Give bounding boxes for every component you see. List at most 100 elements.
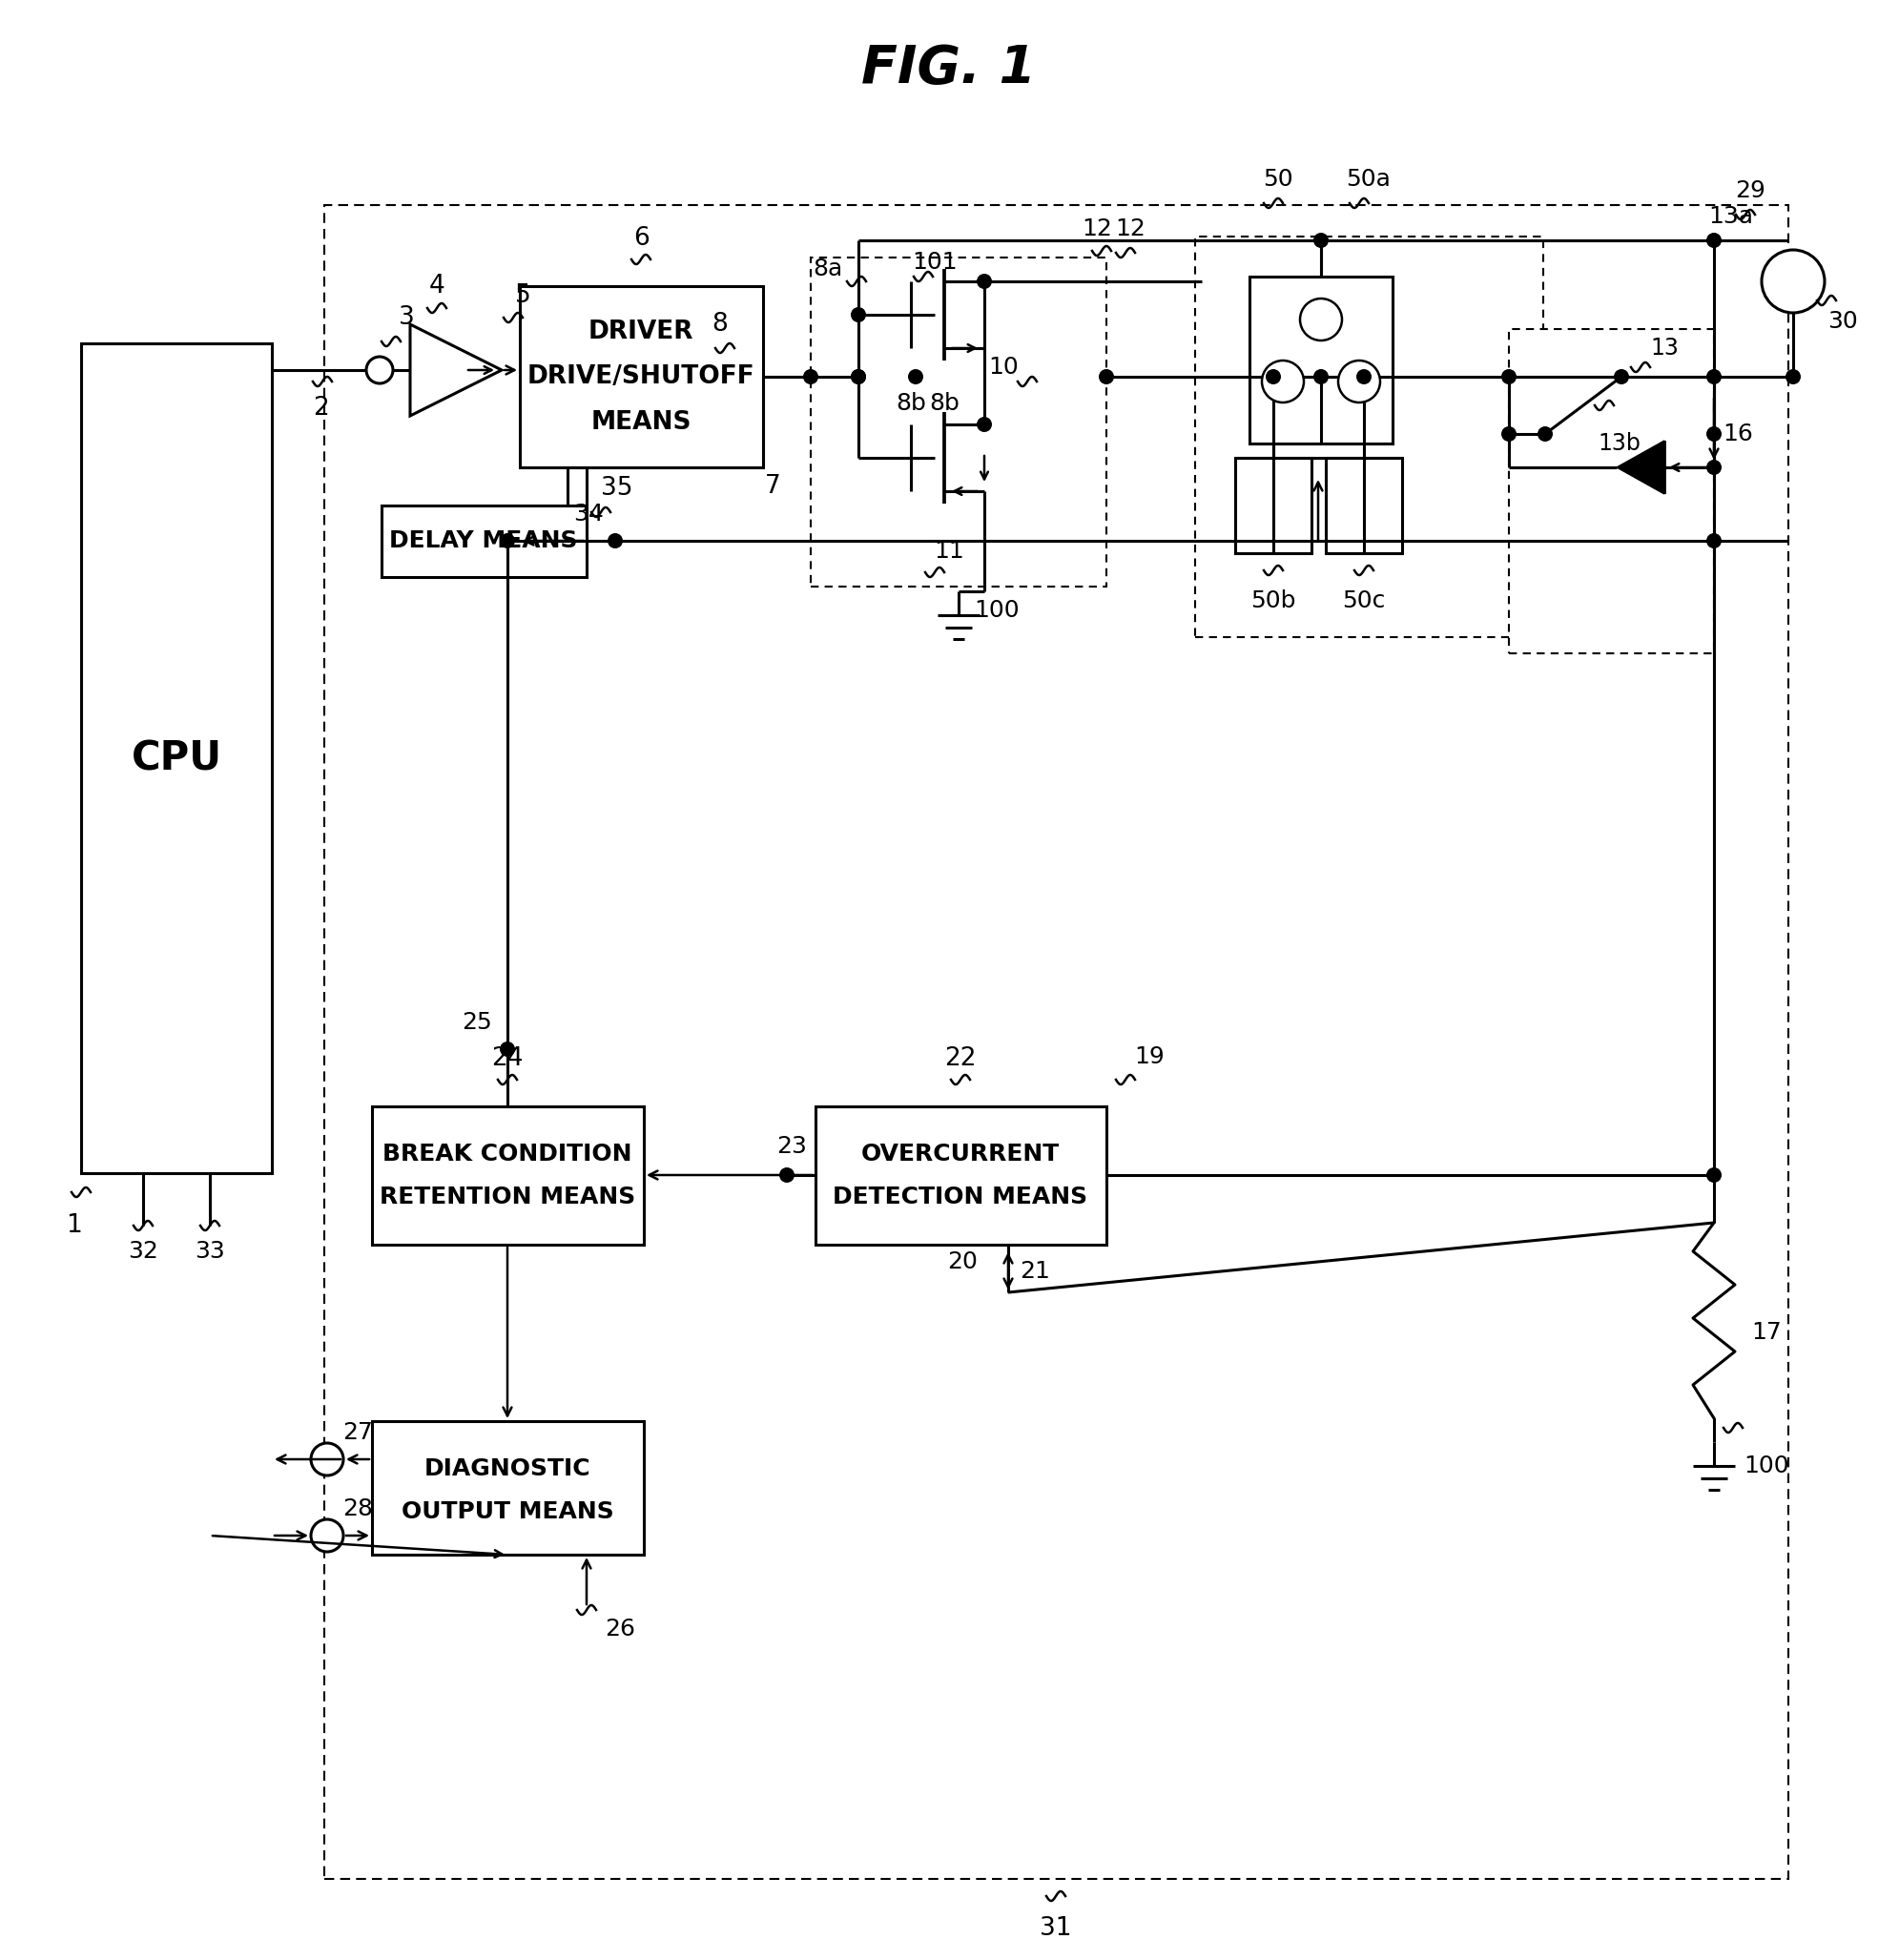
Text: 101: 101 [912,251,957,274]
Bar [82,343,272,1174]
Text: 6: 6 [632,225,649,251]
Text: 33: 33 [196,1241,224,1262]
Text: 32: 32 [127,1241,158,1262]
Text: DETECTION MEANS: DETECTION MEANS [834,1186,1088,1209]
Text: 23: 23 [777,1135,807,1158]
Circle shape [851,368,866,384]
Text: 12: 12 [1115,218,1145,241]
Text: 50: 50 [1263,169,1293,190]
Text: 24: 24 [492,1047,524,1070]
Text: 8b: 8b [896,392,927,416]
Bar [1510,329,1715,653]
Text: 35: 35 [602,476,632,500]
Text: 28: 28 [342,1497,372,1521]
Text: 13a: 13a [1709,206,1753,227]
Circle shape [499,1041,515,1056]
Circle shape [1356,368,1371,384]
Bar [815,1105,1107,1245]
Circle shape [1314,368,1329,384]
Text: 2: 2 [313,396,329,421]
Text: 50a: 50a [1346,169,1392,190]
Text: DRIVER: DRIVER [589,319,693,345]
Circle shape [976,417,991,431]
Circle shape [779,1168,794,1182]
Text: 11: 11 [934,539,965,563]
Circle shape [976,274,991,288]
Text: 10: 10 [987,357,1018,378]
Text: MEANS: MEANS [591,410,691,435]
Text: 50b: 50b [1251,590,1295,612]
Text: 19: 19 [1134,1045,1164,1068]
Text: OUTPUT MEANS: OUTPUT MEANS [401,1499,613,1523]
Text: 31: 31 [1041,1917,1071,1940]
Circle shape [608,533,623,549]
Text: 29: 29 [1736,178,1766,202]
Circle shape [851,308,866,321]
Circle shape [1614,368,1629,384]
Text: 30: 30 [1827,310,1857,333]
Circle shape [1707,427,1722,441]
Circle shape [1707,1168,1722,1182]
Circle shape [1707,533,1722,549]
Text: 34: 34 [573,502,604,525]
Circle shape [1785,368,1800,384]
Text: CPU: CPU [131,739,222,778]
Text: 100: 100 [974,600,1020,621]
Text: 22: 22 [944,1047,976,1070]
Circle shape [1707,368,1722,384]
Text: 25: 25 [461,1011,492,1033]
Circle shape [1707,461,1722,474]
Text: 27: 27 [342,1421,372,1445]
Text: 13: 13 [1650,337,1679,359]
Bar [1194,237,1544,637]
Text: BREAK CONDITION: BREAK CONDITION [384,1143,632,1166]
Bar [325,206,1789,1880]
Circle shape [367,357,393,384]
Text: 17: 17 [1751,1321,1781,1345]
Bar [372,1421,644,1554]
Polygon shape [1616,441,1664,494]
Circle shape [908,368,923,384]
Text: 5: 5 [515,284,530,308]
Bar [1326,459,1401,553]
Text: 1: 1 [65,1213,82,1239]
Text: DRIVE/SHUTOFF: DRIVE/SHUTOFF [528,365,754,390]
Circle shape [803,368,818,384]
Text: 8a: 8a [813,257,843,280]
Text: 20: 20 [948,1250,978,1274]
Text: 16: 16 [1722,423,1753,445]
Text: 4: 4 [429,274,444,298]
Bar [372,1105,644,1245]
Text: RETENTION MEANS: RETENTION MEANS [380,1186,636,1209]
Text: 100: 100 [1743,1454,1789,1478]
Text: 13b: 13b [1599,431,1641,455]
Bar [811,257,1107,586]
Circle shape [1301,298,1343,341]
Circle shape [499,533,515,549]
Text: 21: 21 [1020,1260,1050,1284]
Bar [382,506,587,576]
Circle shape [851,368,866,384]
Circle shape [311,1443,344,1476]
Text: 8: 8 [712,312,727,337]
Circle shape [1707,233,1722,249]
Circle shape [1762,249,1825,314]
Text: 8b: 8b [929,392,959,416]
Circle shape [1502,427,1517,441]
Circle shape [1100,368,1115,384]
Text: FIG. 1: FIG. 1 [862,43,1037,94]
Text: 12: 12 [1082,218,1113,241]
Circle shape [1265,368,1282,384]
Circle shape [1261,361,1305,402]
Text: OVERCURRENT: OVERCURRENT [860,1143,1060,1166]
Circle shape [1314,233,1329,249]
Bar [1250,276,1392,443]
Text: 3: 3 [399,306,414,329]
Circle shape [1538,427,1553,441]
Circle shape [1339,361,1381,402]
Bar [520,286,763,466]
Text: 50c: 50c [1343,590,1386,612]
Text: 26: 26 [604,1617,636,1641]
Circle shape [1502,368,1517,384]
Bar [1234,459,1312,553]
